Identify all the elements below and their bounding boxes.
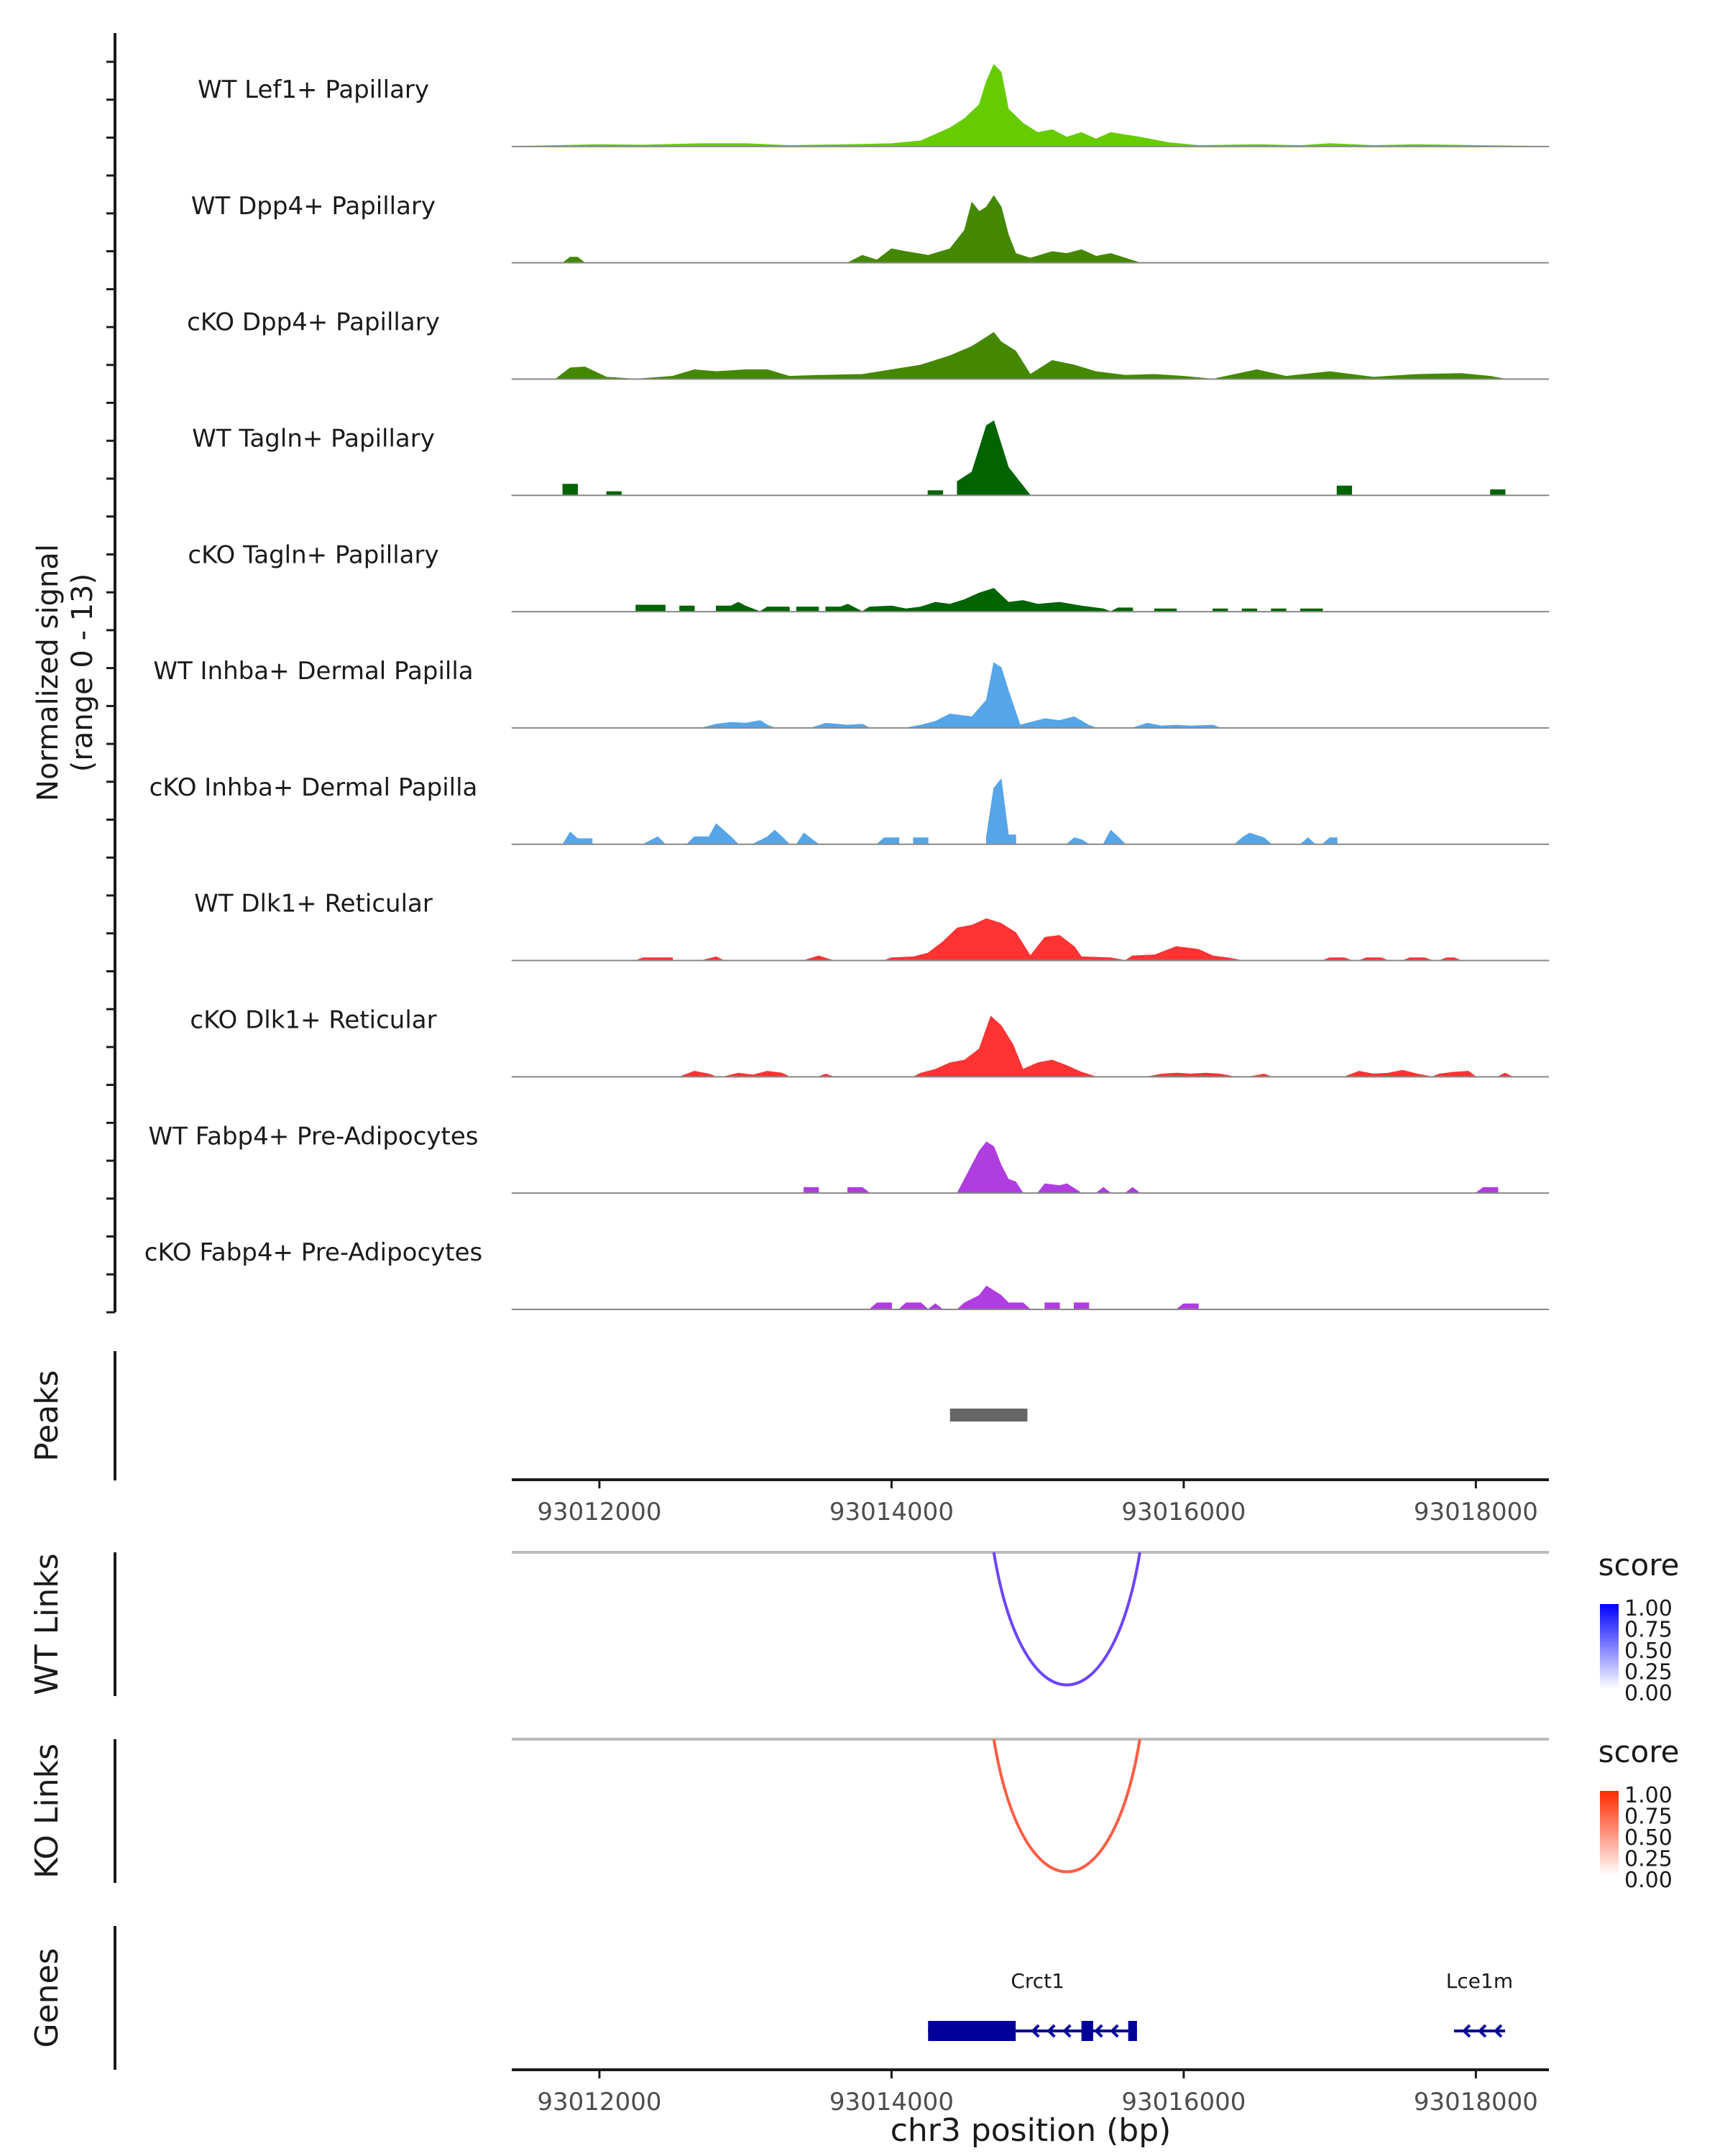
track-label-cko-dpp4-papillary: cKO Dpp4+ Papillary bbox=[187, 308, 440, 337]
exon-crct1 bbox=[1081, 2021, 1093, 2041]
track-wt-dpp4-papillary: WT Dpp4+ Papillary bbox=[191, 192, 1549, 264]
wt-links-legend-tick-label: 0.00 bbox=[1624, 1681, 1673, 1706]
ko-links-legend-tick-label: 0.50 bbox=[1624, 1825, 1673, 1851]
track-wt-tagln-papillary: WT Tagln+ Papillary bbox=[192, 420, 1550, 497]
links-panel-ko-links: KO Links score 1.000.750.500.250.00 bbox=[29, 1734, 1679, 1893]
x-axis-top-tick-label: 93014000 bbox=[829, 1498, 954, 1526]
wt-links-arc bbox=[992, 1552, 1141, 1687]
x-axis-bottom: 93012000 93014000 93016000 93018000 bbox=[512, 2068, 1549, 2116]
wt-links-label: WT Links bbox=[29, 1553, 65, 1695]
coverage-area-cko-dlk1-reticular bbox=[511, 1015, 1513, 1077]
gene-name-crct1: Crct1 bbox=[1011, 1969, 1064, 1993]
gene-name-lce1m: Lce1m bbox=[1446, 1969, 1513, 1993]
x-axis-bottom-tick-label: 93018000 bbox=[1414, 2088, 1538, 2116]
peak-range bbox=[949, 1409, 1028, 1422]
coverage-panel: Normalized signal (range 0 - 13) WT Lef1… bbox=[32, 33, 1550, 1314]
strand-arrow bbox=[1478, 2024, 1487, 2038]
ko-links-legend-title: score bbox=[1598, 1734, 1680, 1769]
track-cko-tagln-papillary: cKO Tagln+ Papillary bbox=[188, 540, 1550, 613]
gene-lce1m: Lce1m bbox=[1446, 1969, 1513, 2038]
strand-arrow bbox=[1494, 2024, 1503, 2038]
coverage-tracks: WT Lef1+ Papillary WT Dpp4+ Papillary cKO … bbox=[144, 64, 1550, 1310]
peaks-label: Peaks bbox=[29, 1370, 65, 1461]
coverage-area-wt-lef1-papillary bbox=[511, 64, 1550, 147]
track-label-cko-fabp4-pre-adipocytes: cKO Fabp4+ Pre-Adipocytes bbox=[144, 1238, 483, 1267]
track-cko-dlk1-reticular: cKO Dlk1+ Reticular bbox=[190, 1006, 1549, 1078]
coverage-y-label: Normalized signal bbox=[32, 544, 65, 801]
track-label-wt-tagln-papillary: WT Tagln+ Papillary bbox=[192, 424, 435, 453]
coverage-area-wt-inhba-dermal-papilla bbox=[511, 662, 1550, 729]
ko-links-legend-tick-label: 0.75 bbox=[1624, 1805, 1673, 1830]
gene-crct1: Crct1 bbox=[928, 1969, 1137, 2041]
x-axis-top-tick-label: 93018000 bbox=[1414, 1498, 1538, 1526]
wt-links-legend-tick-label: 0.75 bbox=[1624, 1618, 1673, 1643]
x-axis-top-tick-label: 93012000 bbox=[537, 1498, 661, 1526]
strand-arrow bbox=[1462, 2024, 1471, 2038]
track-label-wt-dpp4-papillary: WT Dpp4+ Papillary bbox=[191, 192, 436, 221]
x-axis-top-tick-label: 93016000 bbox=[1121, 1498, 1246, 1526]
coverage-y-ticks bbox=[106, 60, 115, 1314]
strand-arrow bbox=[1110, 2024, 1119, 2038]
links-panel-wt-links: WT Links score 1.000.750.500.250.00 bbox=[29, 1547, 1679, 1706]
track-wt-dlk1-reticular: WT Dlk1+ Reticular bbox=[194, 890, 1550, 962]
wt-links-legend-tick-label: 1.00 bbox=[1624, 1596, 1673, 1621]
track-label-wt-dlk1-reticular: WT Dlk1+ Reticular bbox=[194, 890, 433, 918]
wt-links-legend-title: score bbox=[1598, 1547, 1680, 1583]
track-label-wt-lef1-papillary: WT Lef1+ Papillary bbox=[198, 75, 429, 104]
ko-links-legend-tick-label: 0.25 bbox=[1624, 1847, 1673, 1872]
x-axis-title: chr3 position (bp) bbox=[891, 2112, 1172, 2149]
coverage-area-cko-tagln-papillary bbox=[511, 588, 1550, 612]
coverage-area-wt-dlk1-reticular bbox=[511, 918, 1550, 961]
wt-links-legend-tick-label: 0.50 bbox=[1624, 1639, 1673, 1664]
x-axis-bottom-tick-label: 93014000 bbox=[829, 2088, 954, 2116]
wt-links-legend-tick-label: 0.25 bbox=[1624, 1660, 1673, 1685]
ko-links-legend-tick-label: 0.00 bbox=[1624, 1868, 1673, 1893]
track-label-wt-inhba-dermal-papilla: WT Inhba+ Dermal Papilla bbox=[153, 657, 473, 686]
ko-links-label: KO Links bbox=[29, 1743, 65, 1879]
track-cko-inhba-dermal-papilla: cKO Inhba+ Dermal Papilla bbox=[150, 773, 1550, 845]
strand-arrow bbox=[1031, 2024, 1040, 2038]
coverage-y-label-range: (range 0 - 13) bbox=[66, 573, 99, 772]
track-label-cko-inhba-dermal-papilla: cKO Inhba+ Dermal Papilla bbox=[150, 773, 478, 802]
x-axis-top: 93012000 93014000 93016000 93018000 bbox=[512, 1478, 1549, 1526]
peaks-panel: Peaks bbox=[29, 1351, 1028, 1480]
track-cko-dpp4-papillary: cKO Dpp4+ Papillary bbox=[187, 308, 1549, 380]
ko-links-legend-tick-label: 1.00 bbox=[1624, 1783, 1673, 1808]
strand-arrow bbox=[1094, 2024, 1103, 2038]
strand-arrow bbox=[1046, 2024, 1056, 2038]
ko-links-legend-colorbar bbox=[1600, 1791, 1619, 1876]
coverage-area-cko-dpp4-papillary bbox=[511, 332, 1506, 379]
track-label-wt-fabp4-pre-adipocytes: WT Fabp4+ Pre-Adipocytes bbox=[149, 1122, 479, 1151]
x-axis-bottom-tick-label: 93012000 bbox=[537, 2088, 661, 2116]
wt-links-legend-colorbar bbox=[1600, 1604, 1619, 1689]
track-cko-fabp4-pre-adipocytes: cKO Fabp4+ Pre-Adipocytes bbox=[144, 1238, 1550, 1310]
peak-ranges bbox=[949, 1409, 1028, 1422]
exon-crct1 bbox=[1128, 2021, 1137, 2041]
strand-arrow bbox=[1062, 2024, 1072, 2038]
track-label-cko-tagln-papillary: cKO Tagln+ Papillary bbox=[188, 540, 438, 569]
genes-label: Genes bbox=[29, 1948, 65, 2047]
x-axis-bottom-tick-label: 93016000 bbox=[1121, 2088, 1246, 2116]
genes-panel: Genes Crct1 Lce1m bbox=[29, 1926, 1513, 2070]
track-wt-fabp4-pre-adipocytes: WT Fabp4+ Pre-Adipocytes bbox=[149, 1122, 1550, 1194]
gene-models: Crct1 Lce1m bbox=[928, 1969, 1513, 2041]
track-wt-lef1-papillary: WT Lef1+ Papillary bbox=[198, 64, 1550, 147]
ko-links-arc bbox=[992, 1738, 1141, 1874]
coverage-area-cko-inhba-dermal-papilla bbox=[511, 778, 1550, 845]
track-wt-inhba-dermal-papilla: WT Inhba+ Dermal Papilla bbox=[153, 657, 1550, 729]
exon-crct1 bbox=[928, 2021, 1016, 2041]
track-label-cko-dlk1-reticular: cKO Dlk1+ Reticular bbox=[190, 1006, 436, 1035]
